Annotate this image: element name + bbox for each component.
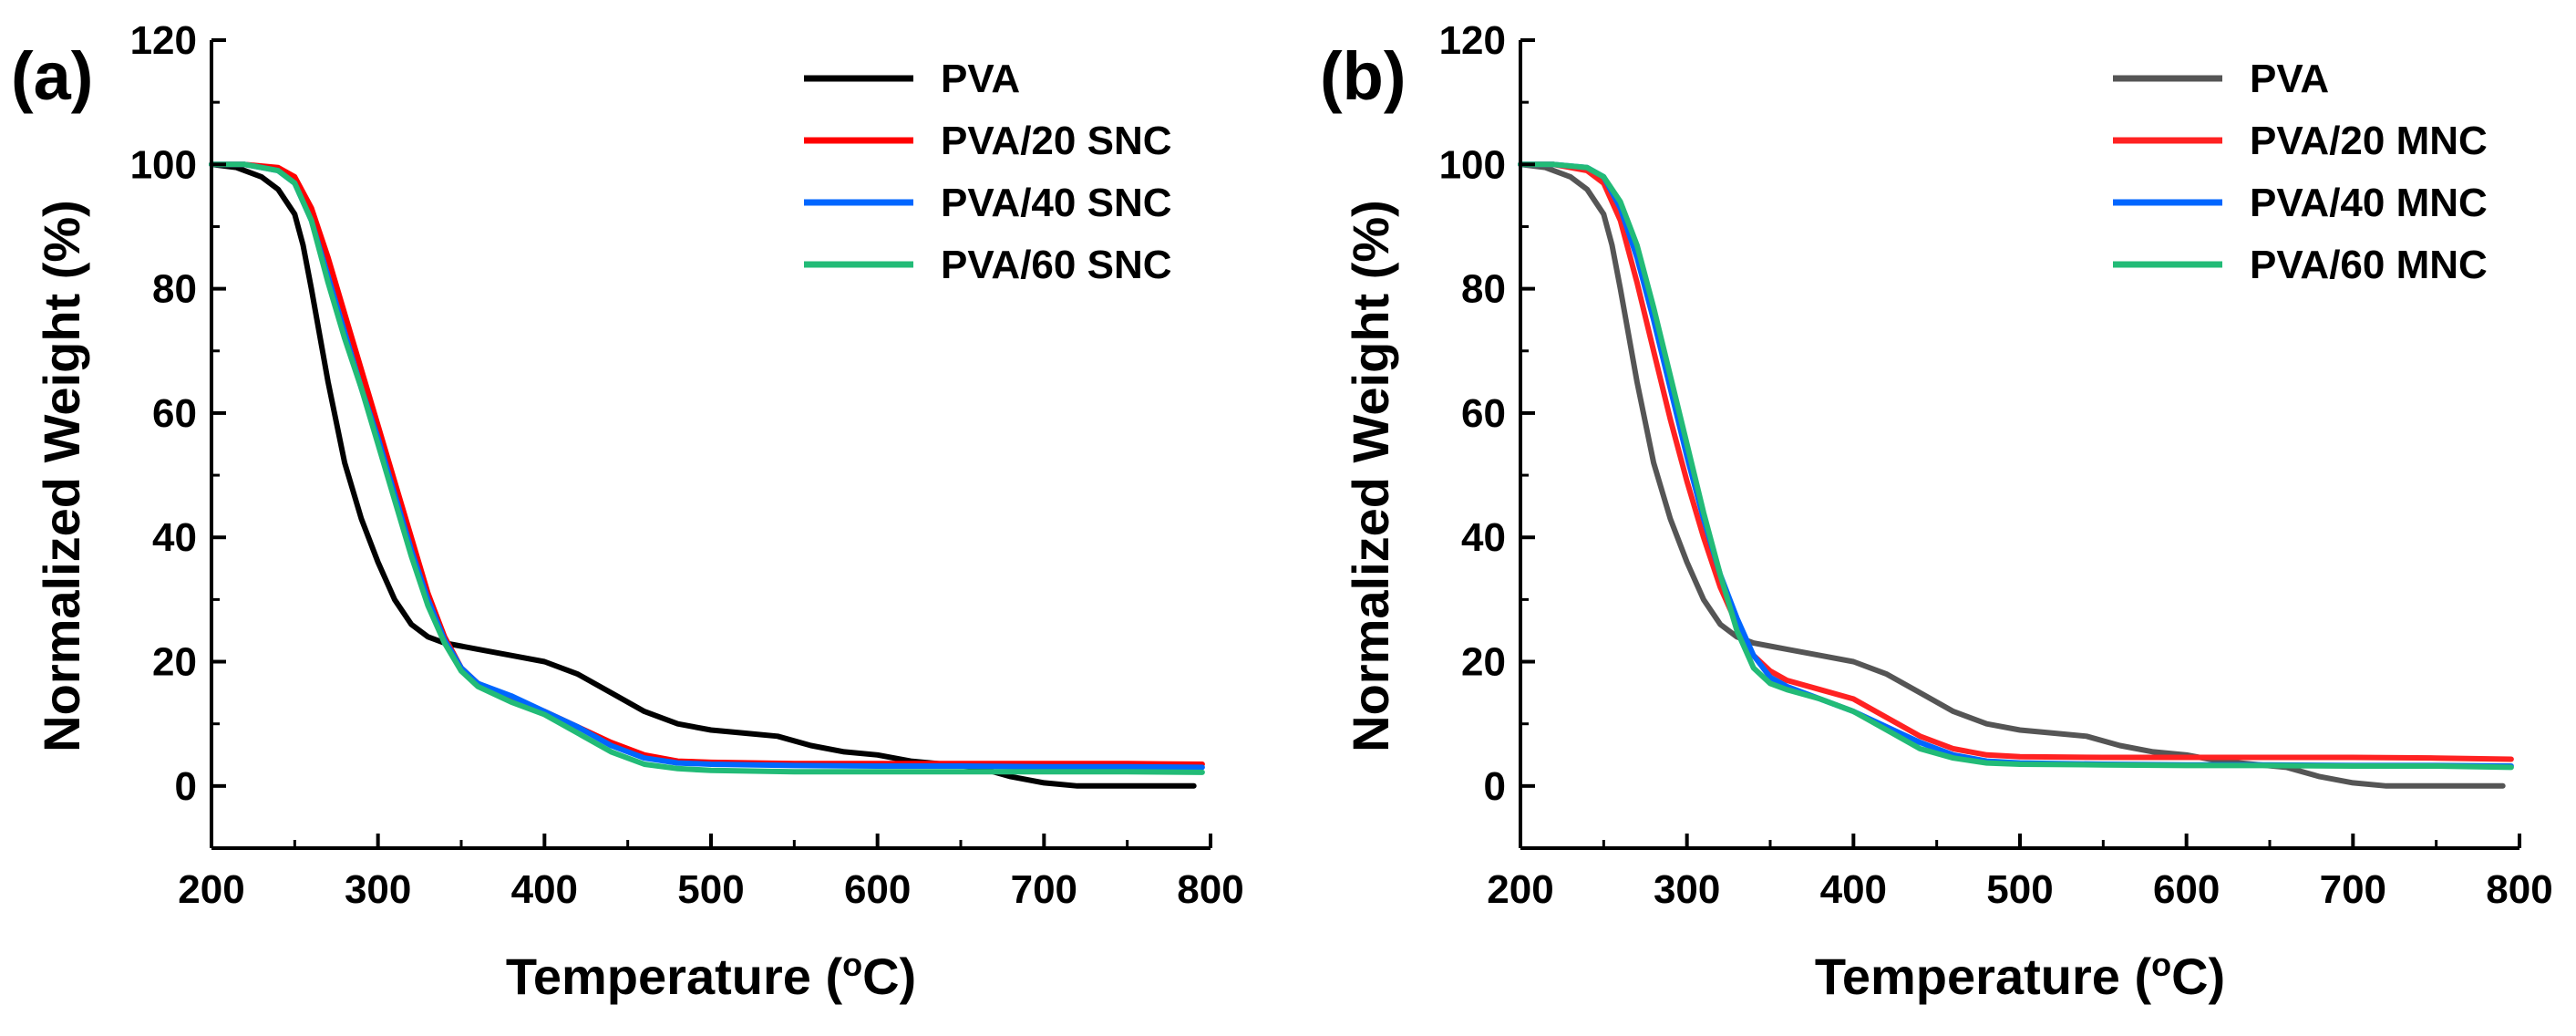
y-tick-label: 20 bbox=[1461, 640, 1506, 685]
x-tick-label: 600 bbox=[2153, 867, 2220, 912]
x-tick-label: 200 bbox=[1487, 867, 1553, 912]
y-tick-label: 40 bbox=[152, 515, 197, 560]
panel-b: 200 300 400 500 600 700 800 0 20 40 60 80 100 120 Temp… bbox=[1320, 18, 2553, 1005]
x-tick-label: 400 bbox=[511, 867, 578, 912]
series-line-pva-60-snc bbox=[209, 161, 1205, 775]
series-line-pva-20-mnc bbox=[1518, 161, 2514, 762]
y-tick-label: 80 bbox=[1461, 267, 1506, 312]
x-tick-label: 300 bbox=[345, 867, 411, 912]
x-tick-label: 500 bbox=[677, 867, 744, 912]
y-axis-title: Normalized Weight (%) bbox=[1342, 200, 1399, 752]
legend-label: PVA/20 MNC bbox=[2250, 119, 2488, 163]
x-tick-label: 200 bbox=[178, 867, 244, 912]
legend: PVA PVA/20 MNC PVA/40 MNC PVA/60 MNC bbox=[2113, 57, 2488, 287]
legend-label: PVA/20 SNC bbox=[941, 119, 1172, 163]
y-tick-label: 100 bbox=[130, 142, 197, 187]
x-tick-label: 800 bbox=[1177, 867, 1243, 912]
y-tick-label: 100 bbox=[1439, 142, 1506, 187]
y-axis-title: Normalized Weight (%) bbox=[33, 200, 90, 752]
legend-label: PVA/60 SNC bbox=[941, 243, 1172, 287]
y-tick-label: 120 bbox=[1439, 18, 1506, 63]
y-tick-label: 0 bbox=[175, 764, 197, 809]
panel-a: 200 300 400 500 600 700 800 0 20 40 60 80 100 120 Temp… bbox=[11, 18, 1244, 1005]
panel-label: (a) bbox=[11, 38, 93, 114]
legend: PVA PVA/20 SNC PVA/40 SNC PVA/60 SNC bbox=[804, 57, 1172, 287]
panel-label: (b) bbox=[1320, 38, 1406, 114]
y-tick-label: 60 bbox=[152, 391, 197, 436]
legend-label: PVA bbox=[941, 57, 1020, 101]
x-tick-label: 700 bbox=[2320, 867, 2386, 912]
x-tick-label: 300 bbox=[1654, 867, 1720, 912]
x-axis-title: Temperature (oC) bbox=[1815, 946, 2225, 1005]
y-tick-label: 80 bbox=[152, 267, 197, 312]
legend-label: PVA/40 SNC bbox=[941, 181, 1172, 225]
x-axis-title: Temperature (oC) bbox=[506, 946, 916, 1005]
y-tick-label: 20 bbox=[152, 640, 197, 685]
x-tick-label: 500 bbox=[1986, 867, 2053, 912]
legend-label: PVA bbox=[2250, 57, 2329, 101]
series-group bbox=[209, 161, 1205, 789]
x-tick-label: 600 bbox=[844, 867, 911, 912]
legend-label: PVA/60 MNC bbox=[2250, 243, 2488, 287]
series-group bbox=[1518, 161, 2514, 789]
x-tick-label: 400 bbox=[1820, 867, 1887, 912]
legend-label: PVA/40 MNC bbox=[2250, 181, 2488, 225]
y-tick-label: 60 bbox=[1461, 391, 1506, 436]
y-tick-label: 0 bbox=[1484, 764, 1506, 809]
series-line-pva-60-mnc bbox=[1518, 161, 2514, 771]
y-tick-label: 120 bbox=[130, 18, 197, 63]
y-tick-label: 40 bbox=[1461, 515, 1506, 560]
x-tick-label: 800 bbox=[2486, 867, 2552, 912]
x-tick-label: 700 bbox=[1011, 867, 1077, 912]
